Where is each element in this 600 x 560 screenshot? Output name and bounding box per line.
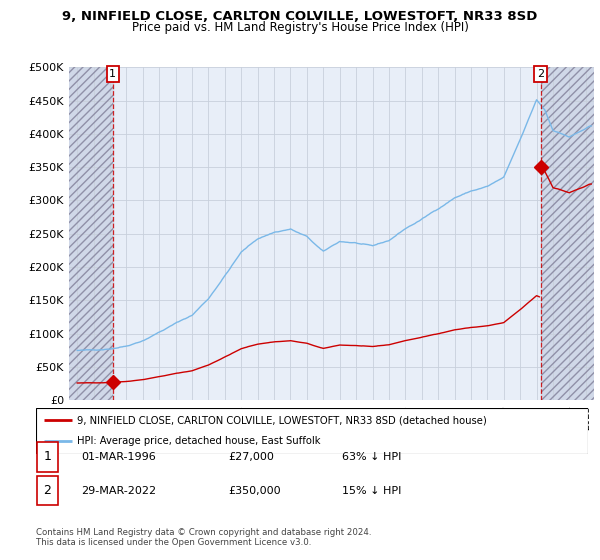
Bar <box>69 67 113 400</box>
Text: £27,000: £27,000 <box>228 452 274 462</box>
Bar <box>541 67 594 400</box>
Text: 01-MAR-1996: 01-MAR-1996 <box>81 452 156 462</box>
Text: 9, NINFIELD CLOSE, CARLTON COLVILLE, LOWESTOFT, NR33 8SD (detached house): 9, NINFIELD CLOSE, CARLTON COLVILLE, LOW… <box>77 415 487 425</box>
Bar <box>541 67 594 400</box>
Text: 2: 2 <box>43 484 52 497</box>
Text: 63% ↓ HPI: 63% ↓ HPI <box>342 452 401 462</box>
Text: 29-MAR-2022: 29-MAR-2022 <box>81 486 156 496</box>
Text: 1: 1 <box>43 450 52 464</box>
Text: 9, NINFIELD CLOSE, CARLTON COLVILLE, LOWESTOFT, NR33 8SD: 9, NINFIELD CLOSE, CARLTON COLVILLE, LOW… <box>62 10 538 23</box>
Text: 1: 1 <box>109 69 116 79</box>
Text: HPI: Average price, detached house, East Suffolk: HPI: Average price, detached house, East… <box>77 436 321 446</box>
Text: £350,000: £350,000 <box>228 486 281 496</box>
Text: Contains HM Land Registry data © Crown copyright and database right 2024.
This d: Contains HM Land Registry data © Crown c… <box>36 528 371 547</box>
Text: 2: 2 <box>537 69 544 79</box>
Text: Price paid vs. HM Land Registry's House Price Index (HPI): Price paid vs. HM Land Registry's House … <box>131 21 469 34</box>
Bar <box>69 67 113 400</box>
Text: 15% ↓ HPI: 15% ↓ HPI <box>342 486 401 496</box>
